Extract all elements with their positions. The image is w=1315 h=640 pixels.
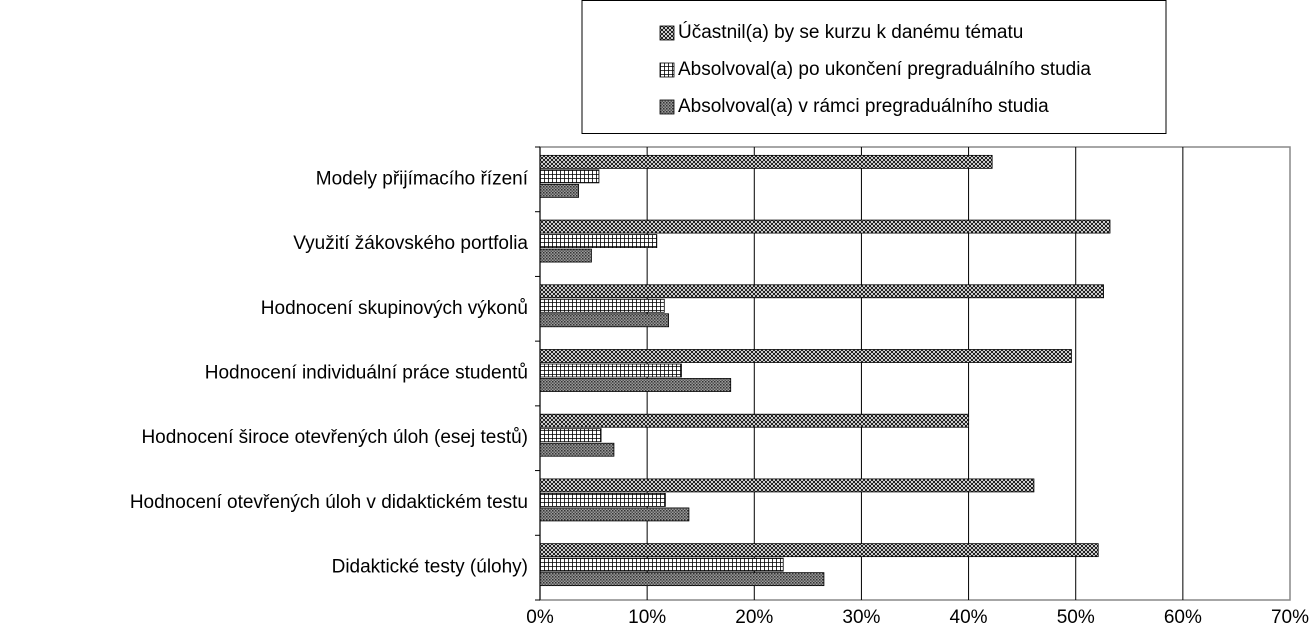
- y-tick-label: Hodnocení individuální práce studentů: [205, 363, 528, 384]
- legend-label: Absolvoval(a) po ukončení pregraduálního…: [678, 59, 1091, 80]
- legend-swatch: [659, 62, 675, 78]
- bar: [539, 507, 690, 522]
- bar: [539, 248, 592, 263]
- legend-label: Účastnil(a) by se kurzu k danému tématu: [678, 21, 1023, 43]
- x-tick-label: 0%: [526, 607, 554, 628]
- bar: [539, 543, 1099, 558]
- y-tick-label: Modely přijímacího řízení: [316, 168, 529, 189]
- x-tick-label: 50%: [1057, 607, 1095, 628]
- x-tick-label: 40%: [950, 607, 988, 628]
- bar: [539, 284, 1104, 299]
- bar: [539, 169, 600, 184]
- bar: [539, 428, 602, 443]
- legend-swatch: [659, 25, 675, 41]
- bar: [539, 313, 669, 328]
- x-tick-label: 10%: [628, 607, 666, 628]
- bar: [539, 413, 969, 428]
- x-tick-label: 30%: [842, 607, 880, 628]
- bar: [539, 234, 658, 248]
- x-tick-label: 60%: [1164, 607, 1202, 628]
- bar: [539, 183, 579, 198]
- legend-label: Absolvoval(a) v rámci pregraduálního stu…: [678, 96, 1049, 117]
- legend-swatch: [659, 99, 675, 115]
- bar: [539, 298, 665, 313]
- y-tick-label: Hodnocení široce otevřených úloh (esej t…: [141, 427, 528, 448]
- y-tick-label: Didaktické testy (úlohy): [332, 557, 528, 578]
- bar: [539, 219, 1111, 234]
- bar: [539, 378, 732, 392]
- bar: [539, 363, 682, 378]
- bar: [539, 442, 615, 457]
- bar: [539, 572, 825, 587]
- bar: [539, 557, 784, 572]
- bar: [539, 478, 1035, 493]
- y-tick-label: Využití žákovského portfolia: [293, 233, 528, 254]
- x-tick-label: 20%: [735, 607, 773, 628]
- bar: [539, 154, 993, 169]
- legend-box: [581, 0, 1167, 134]
- bar: [539, 493, 666, 507]
- x-tick-label: 70%: [1271, 607, 1309, 628]
- y-tick-label: Hodnocení skupinových výkonů: [261, 298, 528, 319]
- y-tick-label: Hodnocení otevřených úloh v didaktickém …: [130, 492, 528, 513]
- bar: [539, 349, 1072, 363]
